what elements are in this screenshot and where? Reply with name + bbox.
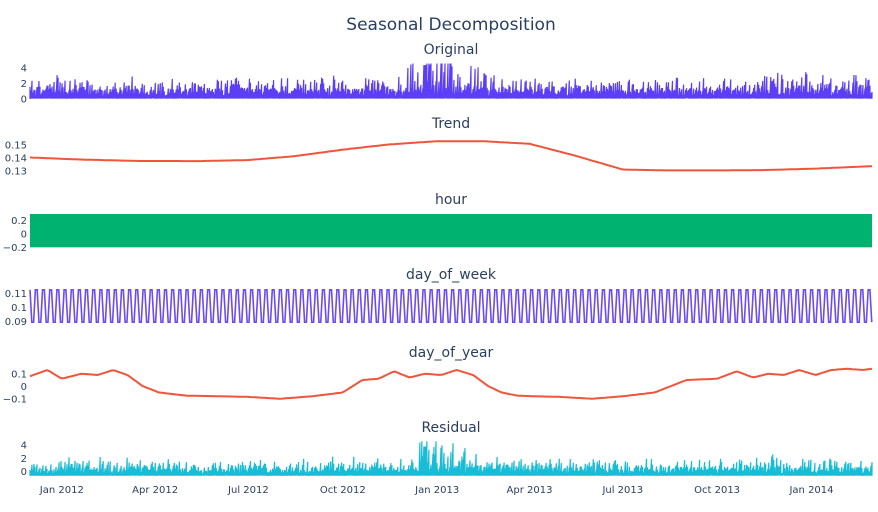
panel-hour: hour 0.2 0 −0.2 bbox=[3, 192, 872, 254]
y-tick-label: 0 bbox=[21, 230, 27, 241]
y-tick-label: 4 bbox=[21, 64, 27, 75]
y-tick-label: 0.14 bbox=[5, 154, 27, 165]
y-tick-label: 0.1 bbox=[11, 303, 27, 314]
x-tick-label: Apr 2013 bbox=[507, 485, 553, 496]
x-tick-label: Jul 2013 bbox=[601, 485, 643, 496]
series-line-original bbox=[29, 63, 873, 99]
panel-original: Original 4 2 0 bbox=[21, 42, 873, 106]
series-line-day-of-week bbox=[29, 289, 873, 323]
x-tick-label: Jan 2012 bbox=[39, 485, 84, 496]
y-tick-label: 0 bbox=[21, 382, 27, 393]
y-tick-label: 0.1 bbox=[11, 369, 27, 380]
panel-title: Residual bbox=[421, 420, 480, 436]
series-line-trend bbox=[29, 140, 873, 172]
y-tick-label: 0.15 bbox=[5, 141, 27, 152]
panel-trend: Trend 0.15 0.14 0.13 bbox=[5, 116, 873, 178]
panels: Original420Trend0.150.140.13hour0.20−0.2… bbox=[3, 42, 873, 478]
y-tick-label: 0 bbox=[21, 467, 27, 478]
series-line-day-of-year bbox=[29, 367, 873, 400]
y-tick-label: 2 bbox=[21, 79, 27, 90]
y-tick-label: 0.11 bbox=[5, 289, 27, 300]
panel-title: day_of_year bbox=[409, 345, 494, 361]
panel-title: hour bbox=[435, 192, 467, 208]
y-tick-label: 2 bbox=[21, 454, 27, 465]
panel-residual: Residual 4 2 0 bbox=[21, 420, 873, 478]
y-tick-label: 4 bbox=[21, 441, 27, 452]
series-line-residual bbox=[29, 441, 873, 476]
y-tick-label: −0.2 bbox=[3, 243, 27, 254]
x-tick-label: Jul 2012 bbox=[227, 485, 269, 496]
chart-title: Seasonal Decomposition bbox=[346, 15, 555, 35]
x-tick-label: Apr 2012 bbox=[132, 485, 178, 496]
y-tick-label: 0.09 bbox=[5, 317, 27, 328]
panel-title: Trend bbox=[431, 116, 470, 132]
y-tick-label: −0.1 bbox=[3, 394, 27, 405]
x-axis: Jan 2012 Apr 2012 Jul 2012 Oct 2012 Jan 2013… bbox=[39, 485, 834, 496]
x-tick-label: Oct 2012 bbox=[320, 485, 366, 496]
y-tick-label: 0.2 bbox=[11, 216, 27, 227]
x-tick-label: Jan 2014 bbox=[788, 485, 833, 496]
panel-title: day_of_week bbox=[406, 267, 497, 283]
y-tick-label: 0 bbox=[21, 95, 27, 106]
y-tick-label: 0.13 bbox=[5, 167, 27, 178]
x-tick-label: Jan 2013 bbox=[414, 485, 459, 496]
panel-day-of-week: day_of_week 0.11 0.1 0.09 bbox=[5, 267, 873, 328]
series-band-hour bbox=[30, 214, 872, 248]
panel-title: Original bbox=[424, 42, 479, 58]
panel-day-of-year: day_of_year 0.1 0−0.1 bbox=[3, 345, 873, 405]
x-tick-label: Oct 2013 bbox=[694, 485, 740, 496]
